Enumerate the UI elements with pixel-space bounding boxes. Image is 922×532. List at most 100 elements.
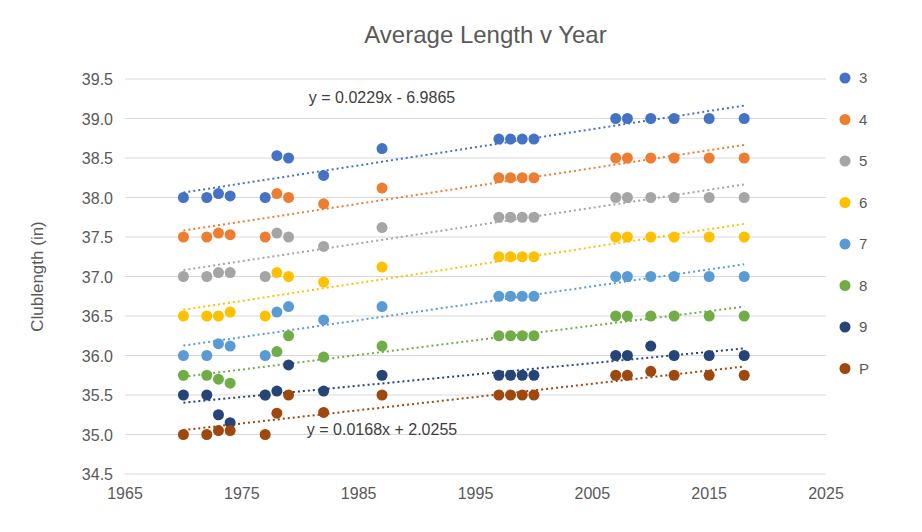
plot-area — [178, 106, 750, 440]
point — [213, 188, 224, 199]
point — [739, 350, 750, 361]
point — [517, 370, 528, 381]
point — [622, 113, 633, 124]
point — [739, 113, 750, 124]
x-tick-label: 2015 — [691, 485, 727, 502]
point — [528, 212, 539, 223]
point — [517, 390, 528, 401]
y-tick-label: 34.5 — [82, 466, 113, 483]
point — [283, 232, 294, 243]
x-tick-label: 1995 — [458, 485, 494, 502]
point — [377, 370, 388, 381]
point — [622, 350, 633, 361]
grid-line — [125, 474, 826, 475]
trendline — [183, 185, 744, 271]
point — [493, 172, 504, 183]
point — [528, 172, 539, 183]
series-points — [178, 311, 750, 401]
point — [645, 341, 656, 352]
point — [201, 429, 212, 440]
y-tick-label: 37.5 — [82, 229, 113, 246]
grid-line — [125, 79, 826, 80]
trendline — [183, 307, 744, 377]
point — [271, 267, 282, 278]
trendline — [183, 145, 744, 231]
legend-label: 6 — [859, 194, 867, 211]
point — [645, 271, 656, 282]
point — [178, 390, 189, 401]
y-tick-label: 37.0 — [82, 269, 113, 286]
point — [517, 134, 528, 145]
point — [201, 271, 212, 282]
point — [318, 198, 329, 209]
point — [505, 370, 516, 381]
point — [201, 311, 212, 322]
point — [283, 330, 294, 341]
point — [201, 350, 212, 361]
point — [283, 390, 294, 401]
point — [610, 153, 621, 164]
point — [377, 301, 388, 312]
point — [283, 192, 294, 203]
point — [225, 378, 236, 389]
point — [739, 192, 750, 203]
point — [377, 262, 388, 273]
point — [669, 192, 680, 203]
y-tick-label: 36.5 — [82, 308, 113, 325]
y-tick-label: 38.0 — [82, 190, 113, 207]
x-tick-label: 1985 — [341, 485, 377, 502]
legend-marker — [840, 197, 851, 208]
point — [318, 386, 329, 397]
y-tick-label: 36.0 — [82, 348, 113, 365]
legend-marker — [840, 114, 851, 125]
point — [739, 271, 750, 282]
point — [377, 143, 388, 154]
point — [225, 425, 236, 436]
point — [225, 341, 236, 352]
point — [271, 386, 282, 397]
point — [283, 301, 294, 312]
point — [704, 153, 715, 164]
point — [622, 153, 633, 164]
point — [260, 192, 271, 203]
point — [271, 307, 282, 318]
legend-marker — [840, 363, 851, 374]
trendline — [183, 348, 744, 402]
point — [505, 134, 516, 145]
point — [528, 370, 539, 381]
legend-marker — [840, 322, 851, 333]
grid-line — [125, 118, 826, 119]
grid-line — [125, 158, 826, 159]
point — [260, 429, 271, 440]
point — [225, 229, 236, 240]
point — [669, 350, 680, 361]
legend-marker — [840, 239, 851, 250]
point — [505, 212, 516, 223]
point — [610, 311, 621, 322]
legend-label: 5 — [859, 152, 867, 169]
point — [622, 311, 633, 322]
point — [318, 241, 329, 252]
point — [505, 330, 516, 341]
trendline — [183, 264, 744, 345]
series-points — [178, 113, 750, 203]
y-tick-label: 39.5 — [82, 71, 113, 88]
point — [271, 408, 282, 419]
point — [377, 183, 388, 194]
point — [610, 350, 621, 361]
point — [260, 311, 271, 322]
y-tick-label: 35.0 — [82, 427, 113, 444]
point — [318, 170, 329, 181]
point — [283, 153, 294, 164]
point — [610, 370, 621, 381]
point — [645, 366, 656, 377]
point — [493, 291, 504, 302]
point — [622, 370, 633, 381]
y-tick-label: 35.5 — [82, 387, 113, 404]
point — [318, 352, 329, 363]
point — [178, 271, 189, 282]
legend-label: 3 — [859, 69, 867, 86]
point — [377, 390, 388, 401]
point — [669, 271, 680, 282]
point — [213, 228, 224, 239]
